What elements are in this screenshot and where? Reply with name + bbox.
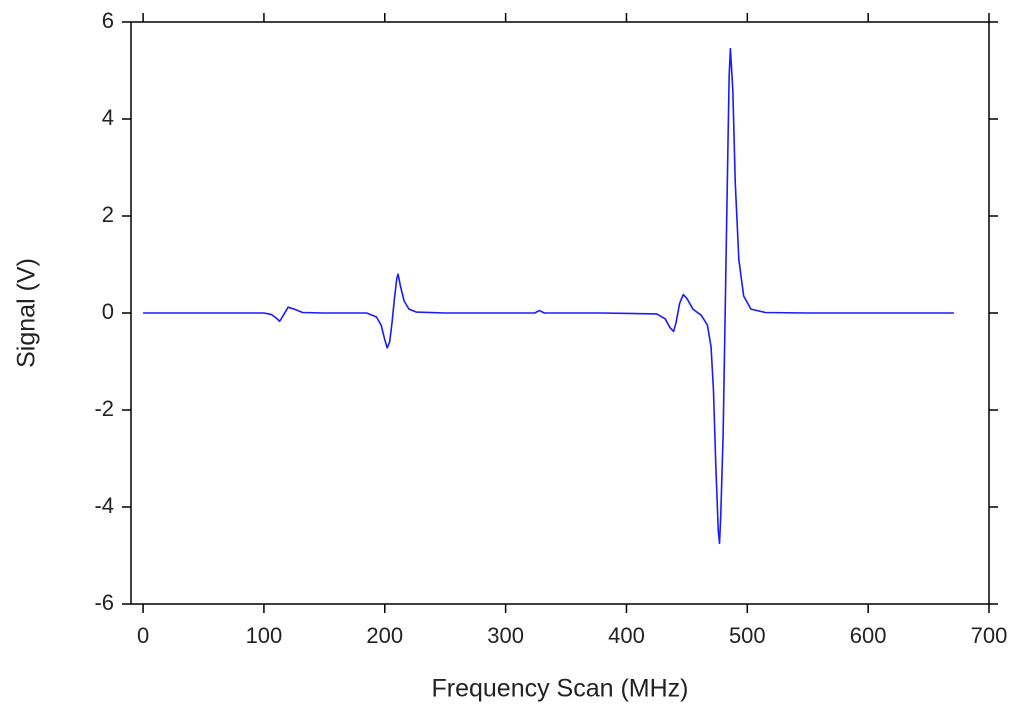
y-tick-label: -2	[94, 396, 114, 421]
x-tick-label: 700	[971, 623, 1008, 648]
x-tick-label: 600	[850, 623, 887, 648]
x-tick-label: 400	[608, 623, 645, 648]
y-tick-label: -6	[94, 590, 114, 615]
y-axis-title: Signal (V)	[13, 258, 41, 368]
x-tick-label: 500	[729, 623, 766, 648]
x-tick-label: 100	[246, 623, 283, 648]
y-tick-label: 4	[102, 105, 114, 130]
x-tick-label: 200	[366, 623, 403, 648]
signal-line	[143, 47, 954, 545]
y-tick-label: 6	[102, 8, 114, 33]
y-tick-label: -4	[94, 493, 114, 518]
y-tick-label: 2	[102, 202, 114, 227]
x-tick-label: 0	[137, 623, 149, 648]
x-tick-label: 300	[487, 623, 524, 648]
y-tick-label: 0	[102, 299, 114, 324]
x-axis-title: Frequency Scan (MHz)	[431, 675, 688, 703]
